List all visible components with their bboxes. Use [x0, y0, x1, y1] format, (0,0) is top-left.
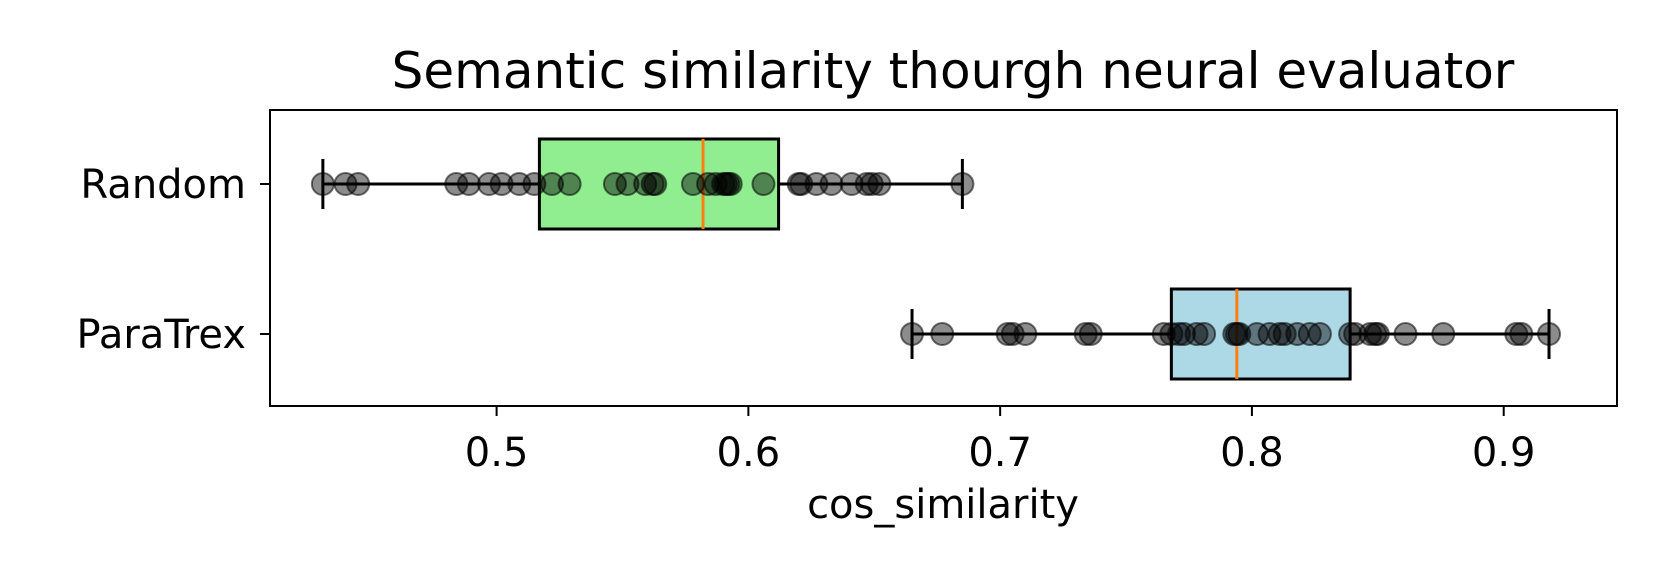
- chart-title: Semantic similarity thourgh neural evalu…: [392, 42, 1515, 100]
- paratrex-point: [930, 322, 955, 346]
- random-point: [602, 172, 627, 196]
- paratrex-point: [1272, 322, 1297, 346]
- paratrex-point: [1013, 322, 1038, 346]
- random-point: [819, 172, 844, 196]
- random-point: [643, 172, 668, 196]
- random-point: [522, 172, 547, 196]
- random-point: [477, 172, 502, 196]
- random-point: [950, 172, 975, 196]
- axes-frame: [269, 109, 1618, 407]
- paratrex-point: [1509, 322, 1534, 346]
- paratrex-point: [900, 322, 925, 346]
- random-point: [346, 172, 371, 196]
- paratrex-point: [1537, 322, 1562, 346]
- paratrex-point: [1078, 322, 1103, 346]
- plot-area: [310, 137, 1562, 381]
- random-point: [557, 172, 582, 196]
- x-tick-label: 0.9: [1472, 430, 1536, 476]
- paratrex-point: [1431, 322, 1456, 346]
- series-random: [310, 137, 975, 231]
- x-axis: 0.5 0.6 0.7 0.8 0.9: [465, 406, 1536, 476]
- random-point: [333, 172, 358, 196]
- series-paratrex: [900, 287, 1562, 381]
- y-tick-label: Random: [80, 162, 246, 208]
- y-axis: Random ParaTrex: [77, 162, 270, 358]
- x-tick-label: 0.7: [968, 430, 1032, 476]
- paratrex-point: [1159, 322, 1184, 346]
- x-tick-label: 0.8: [1220, 430, 1284, 476]
- paratrex-point: [1000, 322, 1025, 346]
- x-axis-label: cos_similarity: [807, 482, 1079, 528]
- random-point: [310, 172, 335, 196]
- paratrex-point: [1393, 322, 1418, 346]
- random-point: [718, 172, 743, 196]
- random-point: [859, 172, 884, 196]
- paratrex-point: [1365, 322, 1390, 346]
- random-point: [867, 172, 892, 196]
- random-point: [489, 172, 514, 196]
- paratrex-point: [1184, 322, 1209, 346]
- x-tick-label: 0.6: [717, 430, 781, 476]
- random-point: [444, 172, 469, 196]
- random-point: [751, 172, 776, 196]
- y-tick-label: ParaTrex: [77, 312, 247, 358]
- paratrex-point: [1307, 322, 1332, 346]
- random-point: [615, 172, 640, 196]
- x-tick-label: 0.5: [465, 430, 529, 476]
- paratrex-point: [1192, 322, 1217, 346]
- paratrex-point: [1227, 322, 1252, 346]
- random-point: [539, 172, 564, 196]
- random-point: [456, 172, 481, 196]
- paratrex-point: [1171, 322, 1196, 346]
